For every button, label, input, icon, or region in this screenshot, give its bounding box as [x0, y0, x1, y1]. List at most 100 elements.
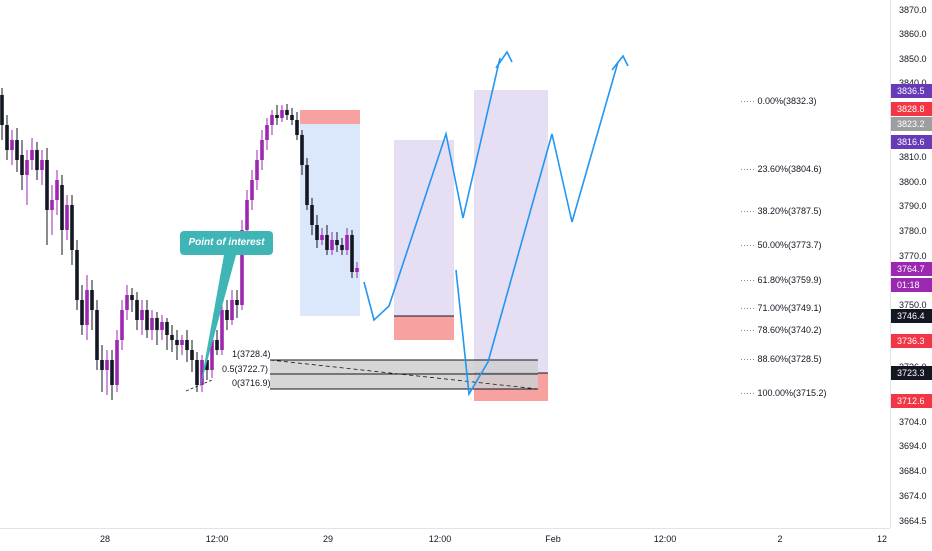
candle-body [75, 250, 79, 300]
fib-dotted-leader: ····· [740, 240, 758, 250]
candle-body [260, 140, 264, 160]
fib-level-label: ····· 100.00%(3715.2) [740, 388, 827, 398]
candle-body [210, 340, 214, 370]
chart-area[interactable]: Point of interest ····· 0.00%(3832.3) ···… [0, 0, 890, 528]
fib-level-text: 78.60%(3740.2) [757, 325, 822, 335]
candle-body [85, 290, 89, 325]
fib-level-text: 100.00%(3715.2) [757, 388, 827, 398]
candle-body [120, 310, 124, 340]
fib-level-label: ····· 71.00%(3749.1) [740, 303, 822, 313]
price-tick: 3850.0 [899, 54, 927, 64]
candle-body [310, 205, 314, 225]
candle-body [245, 200, 249, 230]
candle-body [150, 318, 154, 330]
fib-level-text: 88.60%(3728.5) [757, 354, 822, 364]
candle-body [100, 360, 104, 370]
candle-body [5, 125, 9, 150]
price-tag: 3836.5 [891, 84, 932, 98]
candle-body [350, 235, 354, 272]
price-tick: 3770.0 [899, 251, 927, 261]
fib-dotted-leader: ····· [740, 388, 758, 398]
candle-body [335, 240, 339, 245]
candle-body [325, 235, 329, 250]
candle-body [45, 160, 49, 210]
candle-body [280, 110, 284, 118]
price-tick: 3840.0 [899, 78, 927, 88]
candle-body [180, 340, 184, 345]
time-tick: 29 [322, 534, 334, 544]
candle-body [80, 300, 84, 325]
candle-body [250, 180, 254, 200]
candle-body [95, 310, 99, 360]
price-tag: 3723.3 [891, 366, 932, 380]
fib-level-text: 71.00%(3749.1) [757, 303, 822, 313]
fib-level-text: 0.00%(3832.3) [757, 96, 817, 106]
price-tag: 3746.4 [891, 309, 932, 323]
short-position-target-zone[interactable] [300, 124, 360, 316]
price-chart[interactable] [0, 0, 890, 528]
time-axis[interactable]: 28 12:00 29 12:00 Feb 12:00 2 12 [0, 528, 890, 551]
price-tick: 3674.0 [899, 491, 927, 501]
fib-level-label: ····· 23.60%(3804.6) [740, 164, 822, 174]
fib-level-text: 50.00%(3773.7) [757, 240, 822, 250]
candle-body [160, 322, 164, 330]
candle-body [145, 310, 149, 330]
price-tag: 01:18 [891, 278, 932, 292]
candle-body [355, 268, 359, 272]
fib-dotted-leader: ····· [740, 325, 758, 335]
candle-body [315, 225, 319, 240]
candle-body [265, 125, 269, 140]
price-tag: 3816.6 [891, 135, 932, 149]
demand-zone-trend-dashed [269, 359, 539, 390]
candle-body [290, 115, 294, 120]
candle-body [165, 322, 169, 335]
candle-body [185, 340, 189, 350]
fib-level-label: ····· 38.20%(3787.5) [740, 206, 822, 216]
short-position-stop-zone[interactable] [300, 110, 360, 124]
candle-body [125, 295, 129, 310]
price-tick: 3810.0 [899, 152, 927, 162]
price-tick: 3704.0 [899, 417, 927, 427]
candle-body [130, 295, 134, 300]
candle-body [40, 160, 44, 170]
zone-level-label: 1(3728.4) [232, 349, 271, 359]
price-tick: 3664.5 [899, 516, 927, 526]
price-tick: 3870.0 [899, 5, 927, 15]
fib-dotted-leader: ····· [740, 164, 758, 174]
fib-level-text: 23.60%(3804.6) [757, 164, 822, 174]
candle-body [135, 300, 139, 320]
price-tick: 3750.0 [899, 300, 927, 310]
point-of-interest-callout[interactable]: Point of interest [180, 231, 273, 255]
candle-body [30, 150, 34, 160]
candle-body [200, 360, 204, 385]
candle-body [255, 160, 259, 180]
price-tick: 3694.0 [899, 441, 927, 451]
price-tag: 3736.3 [891, 334, 932, 348]
price-tag: 3712.6 [891, 394, 932, 408]
price-tick: 3780.0 [899, 226, 927, 236]
price-tick: 3800.0 [899, 177, 927, 187]
zone-level-label: 0(3716.9) [232, 378, 271, 388]
long-position-target-zone-1[interactable] [394, 140, 454, 316]
long-position-target-zone-2[interactable] [474, 90, 548, 373]
candle-body [25, 160, 29, 175]
time-tick: 12 [876, 534, 887, 544]
long-position-stop-zone-1[interactable] [394, 316, 454, 340]
arrowhead-1 [495, 50, 513, 69]
candle-body [220, 310, 224, 350]
arrowhead-2 [611, 54, 629, 71]
candle-body [230, 300, 234, 320]
price-tick: 3684.0 [899, 466, 927, 476]
price-axis[interactable]: 3870.0 3860.0 3850.0 3840.0 3810.0 3800.0 3790… [890, 0, 932, 528]
callout-pointer [200, 255, 236, 388]
price-tick: 3860.0 [899, 29, 927, 39]
candle-body [110, 360, 114, 385]
time-tick: 12:00 [205, 534, 229, 544]
candle-body [205, 360, 209, 370]
zone-level-label: 0.5(3722.7) [222, 364, 269, 374]
time-tick: Feb [545, 534, 561, 544]
candlestick-series[interactable] [0, 88, 359, 400]
candle-body [60, 185, 64, 230]
fib-level-label: ····· 0.00%(3832.3) [740, 96, 817, 106]
candle-body [225, 310, 229, 320]
